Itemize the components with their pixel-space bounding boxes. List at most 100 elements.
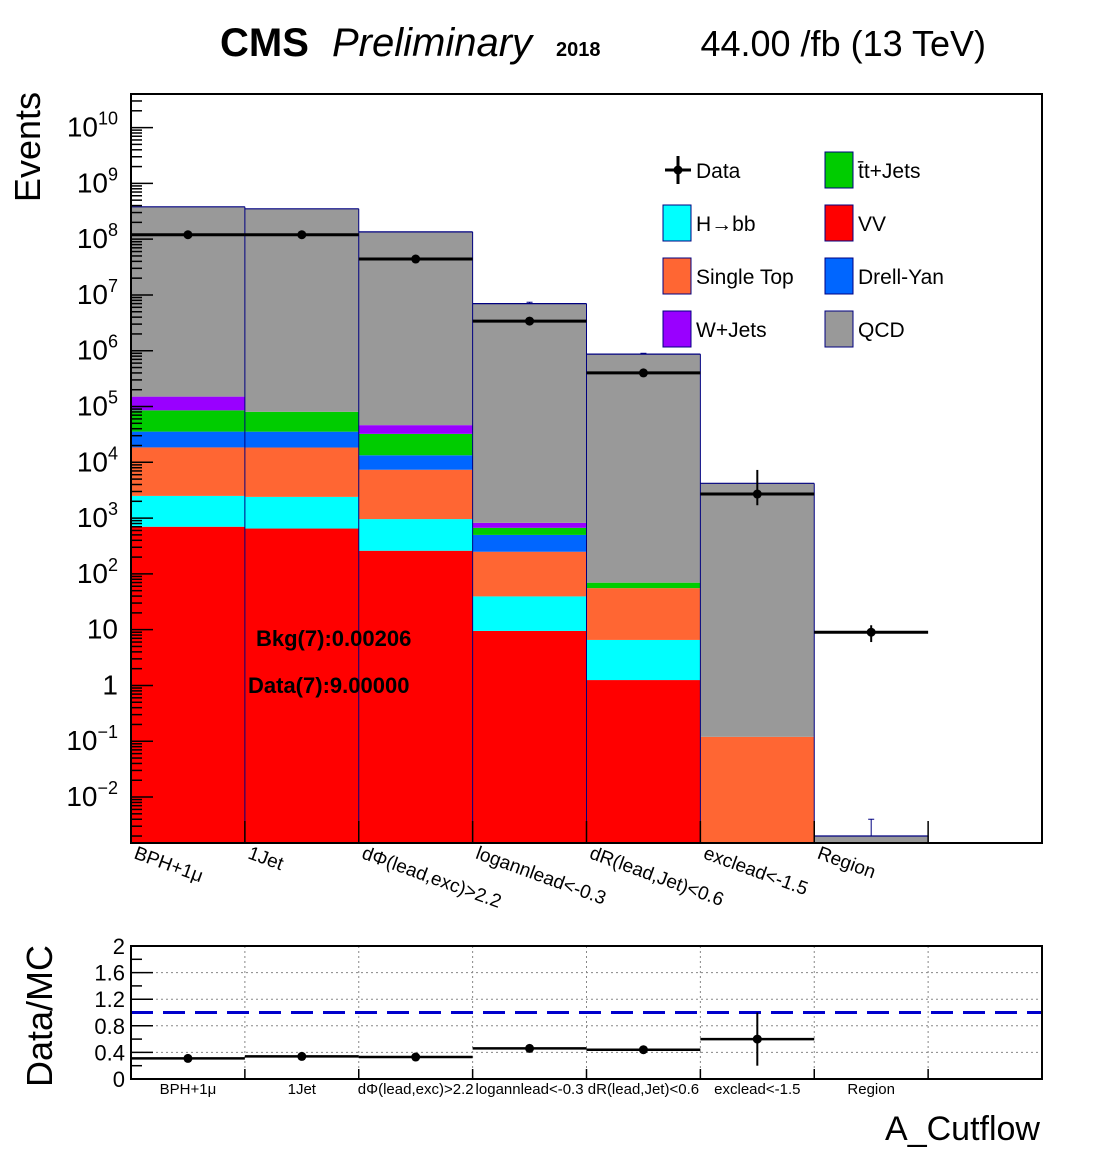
bar-qcd-2 <box>358 231 473 426</box>
bkg-annotation: Bkg(7):0.00206 <box>256 626 411 651</box>
bar-single-top-2 <box>358 469 473 520</box>
legend-label-qcd: QCD <box>858 319 905 342</box>
bar-qcd-6 <box>814 836 929 843</box>
ratio-y-tick-label-5: 2 <box>113 934 125 959</box>
legend-entry-t-t-jets: t̄t+Jets <box>824 151 920 189</box>
cms-label: CMS <box>220 21 309 65</box>
x-category-label-6: Region <box>814 843 878 883</box>
y-tick-label-12: 1010 <box>67 109 118 143</box>
bar-w-jets-0 <box>131 396 245 411</box>
legend-swatch-single-top <box>662 257 692 295</box>
y-tick-label-8: 106 <box>77 332 118 366</box>
bar-h-bb-2 <box>358 519 473 551</box>
bar-single-top-3 <box>472 551 587 597</box>
legend-label-vv: VV <box>858 213 886 236</box>
y-tick-label-11: 109 <box>77 164 118 198</box>
ratio-panel: 00.40.81.21.62 BPH+1μ 1Jet dΦ(lead,exc)>2.2… <box>19 934 1043 1148</box>
bar-w-jets-3 <box>472 522 587 528</box>
ratio-y-tick-label-3: 1.2 <box>94 987 125 1012</box>
y-tick-label-10: 108 <box>77 220 118 254</box>
bar-drell-yan-0 <box>131 431 245 448</box>
data-point-3 <box>525 316 535 326</box>
legend-label-w-jets: W+Jets <box>696 319 767 342</box>
ratio-point-5 <box>752 1034 762 1044</box>
bar-drell-yan-2 <box>358 455 473 470</box>
ratio-x-label-4: dR(lead,Jet)<0.6 <box>588 1081 699 1098</box>
legend-entry-drell-yan: Drell-Yan <box>824 257 944 295</box>
bar-single-top-1 <box>244 447 359 497</box>
y-tick-label-0: 10−2 <box>66 778 118 812</box>
y-tick-label-9: 107 <box>77 276 118 310</box>
data-point-2 <box>411 254 421 264</box>
ratio-point-1 <box>297 1051 307 1061</box>
bar-drell-yan-1 <box>244 431 359 448</box>
ratio-y-label: Data/MC <box>19 945 60 1087</box>
legend-swatch-qcd <box>824 310 854 348</box>
bar-single-top-4 <box>586 588 701 640</box>
bar-vv-1 <box>244 528 359 843</box>
main-plot-frame <box>130 93 1043 844</box>
bar-qcd-5 <box>700 483 815 737</box>
bar-vv-3 <box>472 630 587 843</box>
main-plot-panel: 10−2 10−1 1 10 102 103 104 105 106 107 108 109 1010 B… <box>7 92 1043 913</box>
legend-entry-vv: VV <box>824 204 886 242</box>
ratio-y-tick-label-1: 0.4 <box>94 1040 125 1065</box>
data-point-0 <box>183 230 193 240</box>
x-category-label-1: 1Jet <box>245 843 287 875</box>
legend-swatch-w-jets <box>662 310 692 348</box>
bar-t-t-jets-0 <box>131 410 245 432</box>
legend-entry-qcd: QCD <box>824 310 905 348</box>
legend-entry-w-jets: W+Jets <box>662 310 767 348</box>
data-point-5 <box>752 489 762 499</box>
ratio-y-tick-label-0: 0 <box>113 1067 125 1092</box>
ratio-point-2 <box>411 1052 421 1062</box>
bar-t-t-jets-4 <box>586 582 701 589</box>
legend-label-single-top: Single Top <box>696 266 794 289</box>
legend-label-h-bb: H→bb <box>696 213 756 236</box>
bar-h-bb-0 <box>131 495 245 527</box>
ratio-point-3 <box>525 1043 535 1053</box>
ratio-x-label-5: exclead<-1.5 <box>714 1081 800 1098</box>
ratio-point-4 <box>638 1045 648 1055</box>
legend: Data t̄t+Jets H→bb VV Single Top Drell-Yan W+J… <box>662 151 944 348</box>
year-label: 2018 <box>556 39 601 61</box>
ratio-x-label-6: Region <box>847 1081 895 1098</box>
legend-label-data: Data <box>696 160 741 183</box>
legend-entry-data: Data <box>665 156 741 184</box>
ratio-x-label-2: dΦ(lead,exc)>2.2 <box>358 1081 474 1098</box>
y-tick-label-4: 102 <box>77 555 118 589</box>
y-tick-label-3: 10 <box>87 614 118 645</box>
bar-single-top-5 <box>700 736 815 843</box>
ratio-y-tick-label-4: 1.6 <box>94 961 125 986</box>
bar-t-t-jets-1 <box>244 411 359 432</box>
bar-t-t-jets-2 <box>358 433 473 456</box>
data-point-1 <box>297 230 307 240</box>
bar-vv-4 <box>586 680 701 843</box>
bar-h-bb-4 <box>586 639 701 681</box>
y-tick-label-2: 1 <box>102 669 118 700</box>
bar-qcd-3 <box>472 303 587 523</box>
legend-entry-single-top: Single Top <box>662 257 794 295</box>
ratio-y-tick-label-2: 0.8 <box>94 1014 125 1039</box>
y-tick-label-1: 10−1 <box>66 722 118 756</box>
x-category-label-0: BPH+1μ <box>131 843 206 887</box>
bar-qcd-4 <box>586 354 701 583</box>
lumi-label: 44.00 /fb (13 TeV) <box>700 23 986 64</box>
bar-vv-2 <box>358 550 473 843</box>
ratio-x-label-3: logannlead<-0.3 <box>476 1081 584 1098</box>
data-annotation: Data(7):9.00000 <box>248 673 409 698</box>
x-axis-title: A_Cutflow <box>885 1110 1040 1148</box>
legend-swatch-h-bb <box>662 204 692 242</box>
y-axis-label: Events <box>7 92 48 202</box>
data-points <box>131 230 929 643</box>
ratio-x-label-0: BPH+1μ <box>160 1081 217 1098</box>
bar-single-top-0 <box>131 447 245 496</box>
legend-swatch-drell-yan <box>824 257 854 295</box>
bar-h-bb-3 <box>472 596 587 631</box>
legend-entry-h-bb: H→bb <box>662 204 756 242</box>
bar-w-jets-2 <box>358 425 473 434</box>
y-tick-label-5: 103 <box>77 499 118 533</box>
ratio-grid: 00.40.81.21.62 BPH+1μ 1Jet dΦ(lead,exc)>2.2… <box>94 934 1043 1098</box>
y-tick-label-7: 105 <box>77 388 118 422</box>
